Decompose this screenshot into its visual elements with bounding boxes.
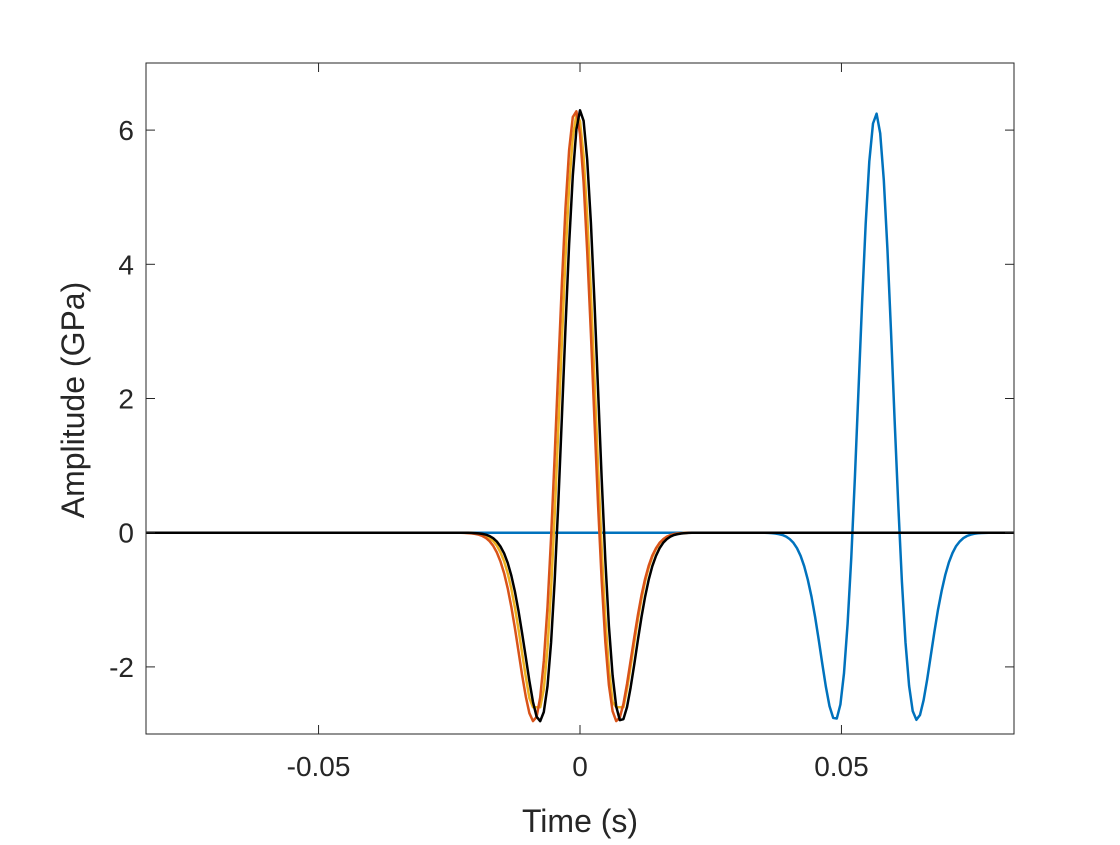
y-axis: -2 0 2 4 6	[109, 115, 1014, 683]
y-tick-label: 0	[118, 518, 134, 549]
x-tick-label: 0.05	[814, 751, 869, 782]
y-tick-label: 6	[118, 115, 134, 146]
y-tick-label: -2	[109, 652, 134, 683]
y-tick-label: 2	[118, 384, 134, 415]
plot-background	[146, 63, 1014, 734]
x-tick-label: -0.05	[287, 751, 351, 782]
x-axis: -0.05 0 0.05	[287, 63, 869, 782]
x-axis-label: Time (s)	[522, 803, 638, 839]
x-tick-label: 0	[572, 751, 588, 782]
series-line-4	[146, 109, 1014, 723]
y-axis-label: Amplitude (GPa)	[55, 282, 91, 519]
y-tick-label: 4	[118, 249, 134, 280]
series-layer	[146, 109, 1014, 723]
